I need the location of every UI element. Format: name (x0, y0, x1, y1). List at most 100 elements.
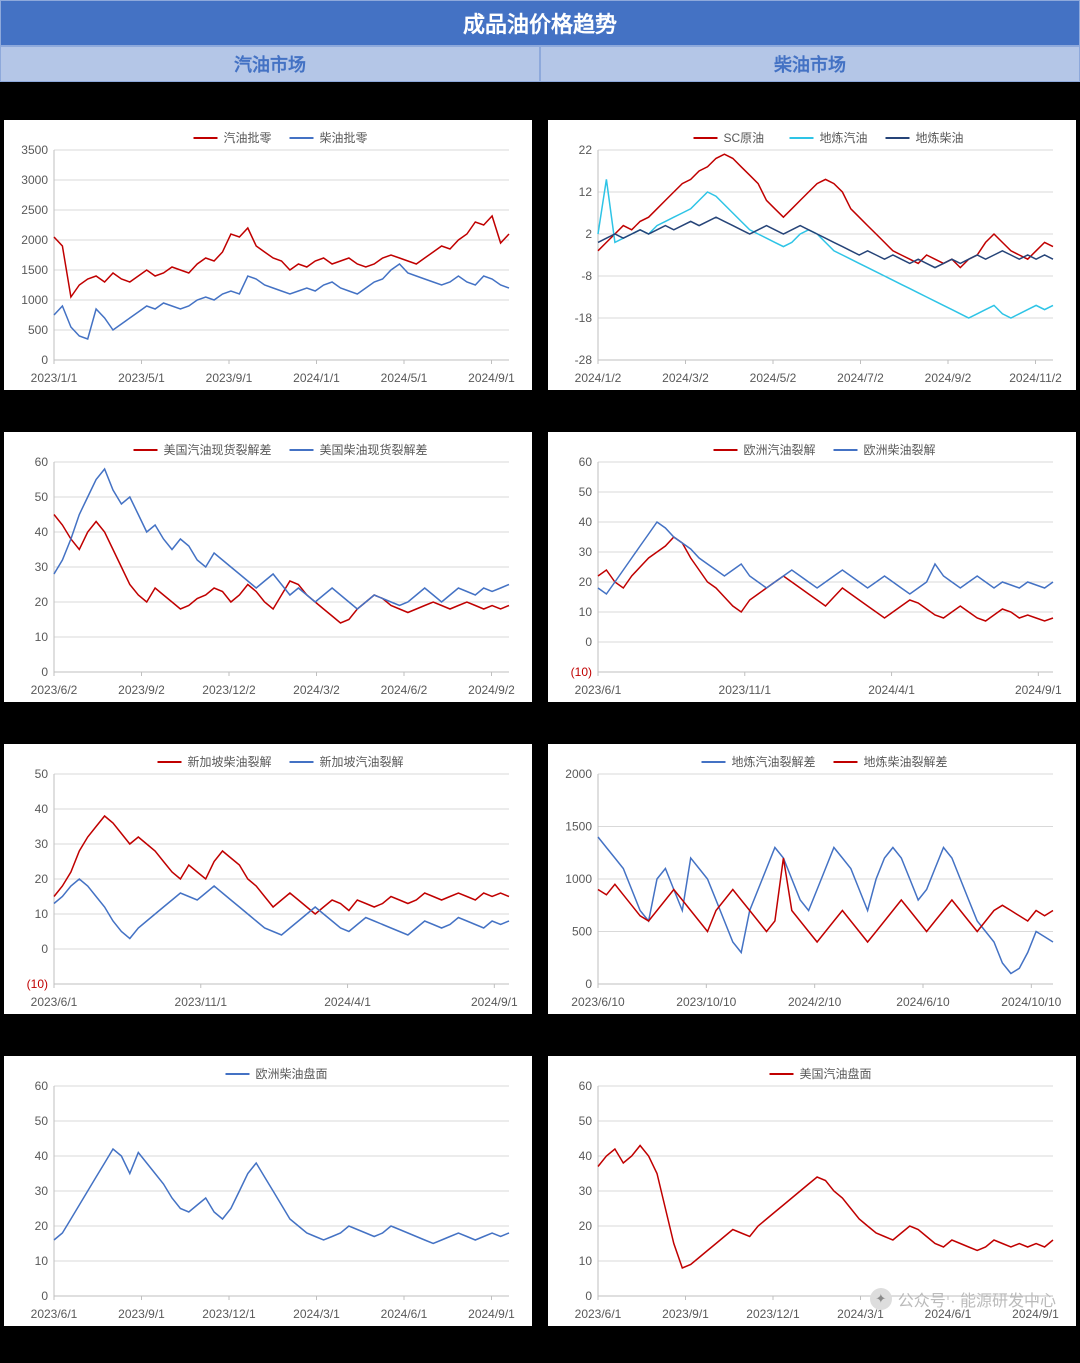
svg-text:20: 20 (579, 1219, 593, 1233)
svg-text:2023/9/2: 2023/9/2 (118, 683, 165, 697)
chart-row-3: (10)010203040502023/6/12023/11/12024/4/1… (0, 734, 1080, 1018)
svg-text:-8: -8 (581, 269, 592, 283)
page-container: 成品油价格趋势 汽油市场 柴油市场 0500100015002000250030… (0, 0, 1080, 1330)
svg-text:美国汽油盘面: 美国汽油盘面 (800, 1066, 872, 1081)
svg-text:2024/3/2: 2024/3/2 (662, 371, 709, 385)
chart-row-4: 01020304050602023/6/12023/9/12023/12/120… (0, 1046, 1080, 1330)
svg-text:30: 30 (35, 1184, 49, 1198)
subheader-diesel: 柴油市场 (540, 46, 1080, 82)
svg-text:2024/3/1: 2024/3/1 (837, 1307, 884, 1321)
svg-text:2023/6/1: 2023/6/1 (575, 683, 622, 697)
svg-text:30: 30 (35, 837, 49, 851)
chart-c8: 01020304050602023/6/12023/9/12023/12/120… (548, 1056, 1076, 1326)
chart-wrap-right: 01020304050602023/6/12023/9/12023/12/120… (544, 1046, 1080, 1330)
svg-text:2024/10/10: 2024/10/10 (1001, 995, 1061, 1009)
svg-text:2024/1/1: 2024/1/1 (293, 371, 340, 385)
svg-text:0: 0 (41, 353, 48, 367)
svg-text:50: 50 (579, 1114, 593, 1128)
svg-text:2024/3/2: 2024/3/2 (293, 683, 340, 697)
chart-c4: (10)01020304050602023/6/12023/11/12024/4… (548, 432, 1076, 702)
svg-text:30: 30 (579, 545, 593, 559)
svg-text:2024/9/2: 2024/9/2 (925, 371, 972, 385)
svg-text:3500: 3500 (21, 143, 48, 157)
svg-text:30: 30 (35, 560, 49, 574)
svg-text:2023/6/1: 2023/6/1 (31, 1307, 78, 1321)
svg-text:2023/5/1: 2023/5/1 (118, 371, 165, 385)
svg-text:2023/9/1: 2023/9/1 (118, 1307, 165, 1321)
svg-text:(10): (10) (571, 665, 592, 679)
svg-text:2024/5/2: 2024/5/2 (750, 371, 797, 385)
chart-c6: 05001000150020002023/6/102023/10/102024/… (548, 744, 1076, 1014)
svg-text:10: 10 (35, 907, 49, 921)
svg-text:2000: 2000 (565, 767, 592, 781)
svg-text:2024/9/2: 2024/9/2 (468, 683, 515, 697)
chart-wrap-right: -28-18-8212222024/1/22024/3/22024/5/2202… (544, 110, 1080, 394)
svg-text:30: 30 (579, 1184, 593, 1198)
svg-text:欧洲柴油盘面: 欧洲柴油盘面 (256, 1066, 328, 1081)
svg-text:2024/4/1: 2024/4/1 (868, 683, 915, 697)
chart-wrap-right: 05001000150020002023/6/102023/10/102024/… (544, 734, 1080, 1018)
chart-c7: 01020304050602023/6/12023/9/12023/12/120… (4, 1056, 532, 1326)
svg-text:2024/9/1: 2024/9/1 (471, 995, 518, 1009)
svg-text:2024/5/1: 2024/5/1 (381, 371, 428, 385)
svg-text:新加坡柴油裂解: 新加坡柴油裂解 (188, 754, 272, 769)
svg-text:地炼柴油裂解差: 地炼柴油裂解差 (864, 754, 948, 769)
svg-text:2024/9/1: 2024/9/1 (468, 371, 515, 385)
svg-text:地炼汽油: 地炼汽油 (820, 130, 868, 145)
svg-text:60: 60 (35, 455, 49, 469)
svg-text:2024/7/2: 2024/7/2 (837, 371, 884, 385)
svg-text:2000: 2000 (21, 233, 48, 247)
svg-text:2023/6/1: 2023/6/1 (575, 1307, 622, 1321)
chart-c3: 01020304050602023/6/22023/9/22023/12/220… (4, 432, 532, 702)
svg-text:3000: 3000 (21, 173, 48, 187)
svg-text:2024/11/2: 2024/11/2 (1009, 371, 1062, 385)
svg-text:2023/10/10: 2023/10/10 (676, 995, 736, 1009)
svg-text:20: 20 (35, 595, 49, 609)
chart-row-2: 01020304050602023/6/22023/9/22023/12/220… (0, 422, 1080, 706)
svg-text:50: 50 (35, 490, 49, 504)
svg-text:50: 50 (35, 767, 49, 781)
svg-text:20: 20 (579, 575, 593, 589)
svg-text:60: 60 (579, 1079, 593, 1093)
svg-text:欧洲汽油裂解: 欧洲汽油裂解 (744, 442, 816, 457)
svg-text:2023/12/2: 2023/12/2 (202, 683, 256, 697)
svg-text:40: 40 (579, 515, 593, 529)
chart-c2: -28-18-8212222024/1/22024/3/22024/5/2202… (548, 120, 1076, 390)
svg-text:1000: 1000 (21, 293, 48, 307)
svg-text:60: 60 (35, 1079, 49, 1093)
svg-text:0: 0 (41, 942, 48, 956)
svg-text:1500: 1500 (21, 263, 48, 277)
svg-text:2024/9/1: 2024/9/1 (1015, 683, 1062, 697)
svg-text:2500: 2500 (21, 203, 48, 217)
svg-text:汽油批零: 汽油批零 (224, 130, 272, 145)
svg-text:SC原油: SC原油 (724, 131, 765, 145)
svg-text:12: 12 (579, 185, 593, 199)
svg-text:20: 20 (35, 1219, 49, 1233)
chart-c5: (10)010203040502023/6/12023/11/12024/4/1… (4, 744, 532, 1014)
svg-text:50: 50 (35, 1114, 49, 1128)
svg-text:2024/3/1: 2024/3/1 (293, 1307, 340, 1321)
svg-text:美国柴油现货裂解差: 美国柴油现货裂解差 (320, 442, 428, 457)
chart-wrap-left: 05001000150020002500300035002023/1/12023… (0, 110, 536, 394)
svg-text:10: 10 (579, 1254, 593, 1268)
svg-text:-28: -28 (575, 353, 593, 367)
svg-text:2024/4/1: 2024/4/1 (324, 995, 371, 1009)
svg-text:22: 22 (579, 143, 593, 157)
chart-c1: 05001000150020002500300035002023/1/12023… (4, 120, 532, 390)
svg-text:地炼柴油: 地炼柴油 (916, 130, 964, 145)
svg-text:2024/6/10: 2024/6/10 (896, 995, 950, 1009)
svg-text:柴油批零: 柴油批零 (320, 130, 368, 145)
svg-text:地炼汽油裂解差: 地炼汽油裂解差 (732, 754, 816, 769)
svg-text:2024/1/2: 2024/1/2 (575, 371, 622, 385)
svg-text:2023/9/1: 2023/9/1 (662, 1307, 709, 1321)
svg-text:2023/1/1: 2023/1/1 (31, 371, 78, 385)
svg-text:0: 0 (41, 1289, 48, 1303)
svg-text:2023/11/1: 2023/11/1 (175, 995, 228, 1009)
chart-wrap-left: 01020304050602023/6/22023/9/22023/12/220… (0, 422, 536, 706)
svg-text:2024/2/10: 2024/2/10 (788, 995, 842, 1009)
subheader-gasoline: 汽油市场 (0, 46, 540, 82)
svg-text:40: 40 (579, 1149, 593, 1163)
svg-text:0: 0 (585, 635, 592, 649)
svg-text:2023/11/1: 2023/11/1 (719, 683, 772, 697)
svg-text:0: 0 (585, 1289, 592, 1303)
